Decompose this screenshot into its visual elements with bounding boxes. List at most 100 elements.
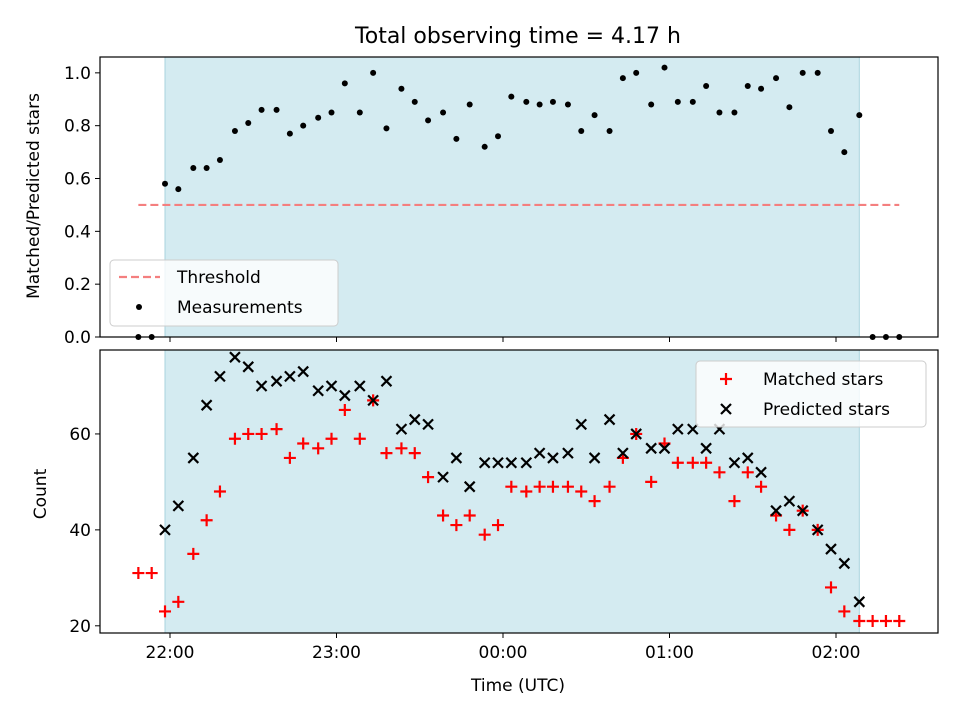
matched-star-point (492, 519, 505, 532)
predicted-star-point (796, 504, 809, 517)
matched-star-point (825, 581, 838, 594)
matched-star-point (437, 509, 450, 522)
matched-star-point (520, 485, 533, 498)
matched-star-point (380, 447, 393, 460)
predicted-star-point (354, 380, 366, 392)
top-y-tick-label: 0.4 (64, 222, 91, 242)
matched-star-point (422, 471, 435, 484)
x-tick-label: 22:00 (146, 643, 195, 663)
matched-star-point (213, 485, 226, 498)
matched-star-point (145, 567, 158, 580)
matched-star-point (588, 495, 601, 508)
predicted-star-point (478, 456, 491, 469)
matched-star-point (893, 615, 906, 628)
matched-star-point (728, 495, 741, 508)
predicted-star-point (187, 452, 200, 464)
predicted-star-point (575, 418, 588, 431)
predicted-star-point (284, 370, 296, 383)
matched-star-point (312, 442, 325, 455)
matched-star-point (741, 466, 754, 479)
measurement-point (203, 164, 210, 171)
measurement-point (578, 127, 585, 134)
measurement-point (300, 122, 307, 129)
top-y-axis-label: Matched/Predicted stars (24, 93, 44, 299)
measurement-point (453, 135, 460, 142)
bottom-y-tick-label: 40 (69, 521, 91, 541)
matched-star-point (603, 480, 616, 493)
measurement-point (703, 83, 710, 90)
predicted-star-point (603, 413, 616, 426)
matched-star-point (838, 605, 851, 618)
predicted-star-point (728, 456, 741, 469)
predicted-star-point (463, 480, 476, 493)
predicted-star-point (562, 447, 574, 459)
predicted-star-point (770, 504, 782, 517)
matched-star-point (561, 480, 574, 493)
matched-star-point (172, 595, 185, 608)
x-tick-label: 02:00 (812, 643, 861, 663)
predicted-star-point (422, 418, 434, 431)
measurement-point (591, 112, 598, 119)
predicted-star-point (367, 394, 379, 407)
measurement-point (716, 109, 723, 116)
matched-legend-label: Matched stars (763, 370, 883, 390)
predicted-star-point (450, 452, 463, 464)
predicted-star-point (214, 370, 226, 383)
matched-star-point (159, 605, 172, 618)
top-y-tick-label: 0.0 (64, 328, 91, 348)
predicted-star-point (492, 456, 504, 469)
matched-star-point (228, 432, 241, 445)
predicted-star-point (172, 500, 185, 512)
matched-star-point (546, 480, 559, 493)
predicted-star-point (547, 452, 559, 464)
matched-star-point (671, 456, 684, 469)
bottom-axes-frame (99, 349, 939, 634)
predicted-star-point (700, 442, 712, 455)
matched-star-point (338, 403, 351, 416)
measurement-point (689, 98, 696, 105)
predicted-star-point (755, 466, 767, 479)
threshold-legend-label: Threshold (176, 268, 261, 288)
predicted-star-point (520, 456, 533, 469)
matched-star-point (325, 432, 338, 445)
measurement-point (828, 127, 835, 134)
measurement-point (411, 98, 418, 105)
predicted-star-point (229, 351, 241, 363)
matched-star-point (200, 514, 213, 527)
matched-star-point (700, 456, 713, 469)
measurement-point (744, 83, 751, 90)
predicted-star-point (741, 452, 754, 464)
matched-star-point (478, 528, 491, 541)
measurement-point (606, 127, 613, 134)
measurement-point (786, 104, 793, 111)
measurement-point (162, 180, 169, 187)
matched-star-point (270, 423, 283, 436)
bottom-legend: Matched stars Predicted stars (695, 360, 927, 428)
measurement-point (841, 149, 848, 156)
measurement-point (799, 69, 806, 76)
predicted-star-point (505, 456, 518, 469)
measurement-point (536, 101, 543, 108)
measurement-point (731, 109, 738, 116)
measurement-point (633, 69, 640, 76)
figure-title: Total observing time = 4.17 h (354, 24, 681, 49)
measurement-point (508, 93, 515, 100)
measurement-point (341, 80, 348, 87)
predicted-star-point (687, 423, 699, 435)
matched-star-point (755, 480, 768, 493)
measurement-point (245, 120, 252, 127)
x-tick-label: 23:00 (312, 643, 361, 663)
matched-star-point (242, 427, 255, 440)
matched-star-point (450, 519, 463, 532)
measurement-point (190, 164, 197, 171)
measurement-point (286, 130, 293, 137)
predicted-legend-swatch (720, 403, 732, 415)
matched-star-point (505, 480, 518, 493)
matched-star-point (575, 485, 588, 498)
measurement-point (674, 98, 681, 105)
predicted-star-point (533, 447, 546, 459)
matched-star-point (645, 475, 658, 488)
matched-star-point (783, 523, 796, 536)
measurement-point (216, 157, 223, 164)
